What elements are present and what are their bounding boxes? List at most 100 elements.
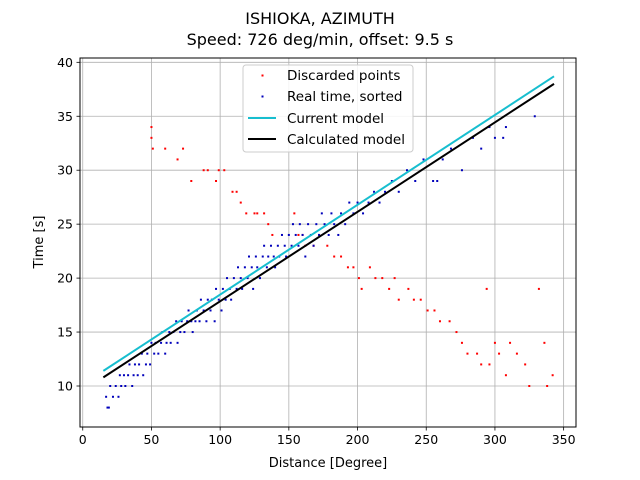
data-point [373,190,376,193]
data-point [150,136,153,139]
data-point [493,341,496,344]
data-point [202,169,205,172]
data-point [344,223,347,226]
data-point [105,395,108,398]
data-point [261,255,264,258]
data-point [533,115,536,118]
data-point [390,180,393,182]
data-point [406,169,409,172]
data-point [250,266,253,269]
y-tick-label: 35 [57,109,73,124]
data-point [488,363,491,366]
x-tick-label: 300 [483,432,507,447]
data-point [498,352,501,355]
data-point [502,136,505,139]
data-point [245,212,248,215]
data-point [274,266,277,269]
data-point [209,309,212,312]
axis-ticks: 0 50 100 150 200 250 300 350 10 15 20 25 30 35 40 [57,55,576,447]
data-point [176,341,179,344]
x-axis-label: Distance [Degree] [269,456,387,471]
data-point [323,223,326,226]
data-point [157,352,160,355]
data-point [153,352,156,355]
data-point [239,277,242,280]
data-point [230,298,233,301]
x-tick-label: 150 [277,432,301,447]
data-point [202,309,205,312]
x-tick-label: 0 [79,432,87,447]
data-point [546,385,549,387]
data-point [362,212,365,215]
data-point [381,277,384,280]
data-point [460,341,463,344]
data-point [436,180,439,182]
data-point [433,309,436,312]
data-point [124,385,127,387]
legend-entry-calculated-model: Calculated model [248,132,405,148]
data-point [294,233,297,236]
data-point [265,266,268,269]
y-tick-label: 40 [57,55,73,70]
data-point [348,201,351,204]
data-point [543,341,546,344]
data-point [131,385,134,387]
legend-entry-real-time: Real time, sorted [261,89,403,105]
data-point [407,287,410,290]
data-point [221,287,224,290]
data-point [186,320,189,323]
data-point [293,212,296,215]
y-tick-label: 15 [57,325,73,340]
data-point [327,233,330,236]
data-point [237,266,240,269]
data-point [179,331,182,334]
data-point [149,363,152,366]
data-point [199,298,202,301]
data-point [283,244,286,247]
data-point [114,385,117,387]
data-point [280,233,283,236]
data-point [504,374,507,377]
data-point [122,374,125,377]
data-point [318,233,321,236]
data-point [144,363,147,366]
data-point [312,244,315,247]
data-point [187,309,190,312]
data-point [217,169,220,172]
plot-frame [79,57,577,428]
data-point [368,266,371,269]
data-point [291,223,294,226]
data-point [136,374,139,377]
data-point [272,255,275,258]
data-point [298,223,301,226]
data-point [256,212,259,215]
legend-box [242,64,414,153]
data-point [215,287,218,290]
data-point [466,352,469,355]
data-point [448,320,451,323]
data-point [276,244,279,247]
data-point [297,233,300,236]
data-point [160,341,163,344]
data-point [528,385,531,387]
data-point [231,190,234,193]
data-point [426,309,429,312]
data-point [357,277,360,280]
data-point [226,277,229,280]
data-point [397,190,400,193]
data-point [333,223,336,226]
data-point [524,363,527,366]
data-point [128,363,131,366]
data-point [397,298,400,301]
data-point [182,147,185,150]
y-axis-label: Time [s] [32,216,47,270]
y-tick-label: 20 [57,271,73,286]
data-point [164,352,167,355]
data-point [326,244,329,247]
data-point [287,233,290,236]
data-point [267,223,270,226]
data-point [241,287,244,290]
data-point [330,212,333,215]
data-point [515,352,518,355]
data-point [253,212,256,215]
